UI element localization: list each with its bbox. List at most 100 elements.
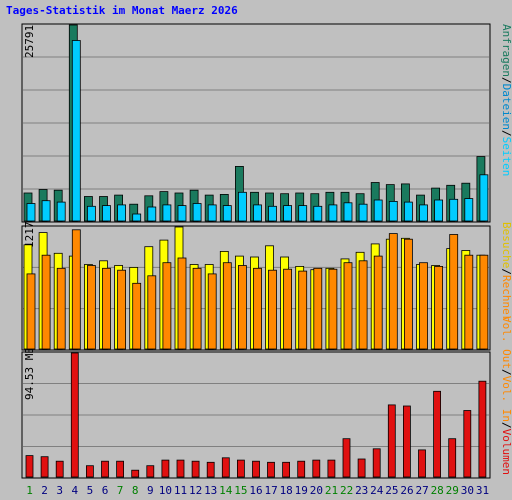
bar-dateien-day-21 — [328, 204, 338, 222]
panel1-series-legend: Anfragen/Dateien/Seiten — [500, 24, 512, 176]
day-label-15: 15 — [234, 484, 247, 497]
bar-dateien-day-6 — [102, 205, 111, 222]
bar-volumen-day-5 — [86, 465, 94, 478]
bar-dateien-day-24 — [373, 199, 383, 222]
bar-rechner-day-28 — [434, 265, 444, 350]
panel-requests-files-pages — [21, 23, 491, 223]
bar-volumen-day-30 — [463, 410, 472, 478]
day-label-14: 14 — [219, 484, 233, 497]
day-label-31: 31 — [476, 484, 489, 497]
bar-volumen-day-28 — [433, 390, 442, 478]
day-label-27: 27 — [415, 484, 428, 497]
bar-volumen-day-21 — [327, 459, 336, 478]
bar-rechner-day-2 — [41, 254, 51, 350]
bar-volumen-day-6 — [101, 460, 109, 478]
bar-volumen-day-1 — [25, 455, 34, 478]
bar-rechner-day-31 — [479, 254, 489, 350]
day-label-10: 10 — [159, 484, 172, 497]
day-label-29: 29 — [446, 484, 459, 497]
bar-volumen-day-19 — [297, 460, 306, 478]
bar-volumen-day-12 — [191, 460, 200, 478]
bar-volumen-day-9 — [146, 465, 155, 478]
x-axis-day-labels: 1 2 3 4 5 6 7 8 9 10 11 12 13 14 15 16 17 18 19 20 21 22 23 24 2… — [26, 484, 489, 497]
bar-rechner-day-25 — [388, 233, 398, 350]
bar-rechner-day-18 — [283, 268, 293, 350]
bar-volumen-day-18 — [282, 461, 291, 478]
bar-rechner-day-29 — [449, 234, 459, 350]
panel-volume — [21, 351, 491, 479]
bar-dateien-day-27 — [419, 204, 428, 222]
day-label-21: 21 — [325, 484, 338, 497]
bar-rechner-day-11 — [177, 257, 187, 350]
bar-volumen-day-22 — [342, 438, 351, 478]
bar-rechner-day-27 — [419, 262, 428, 350]
bar-rechner-day-10 — [162, 262, 172, 350]
day-label-13: 13 — [204, 484, 217, 497]
bar-dateien-day-20 — [313, 205, 323, 222]
day-label-16: 16 — [249, 484, 262, 497]
bar-volumen-day-15 — [236, 459, 245, 478]
chart-title: Tages-Statistik im Monat Maerz 2026 — [6, 4, 238, 17]
bar-rechner-day-6 — [102, 267, 111, 350]
bar-rechner-day-12 — [192, 267, 202, 350]
day-label-9: 9 — [147, 484, 154, 497]
bar-rechner-day-26 — [403, 238, 413, 350]
panel1-max-label: 25791 — [23, 25, 36, 58]
bar-dateien-day-3 — [56, 201, 66, 222]
bar-volumen-day-16 — [252, 460, 260, 478]
bar-volumen-day-26 — [402, 405, 411, 478]
legend-part: Volumen — [500, 429, 512, 475]
bar-dateien-day-12 — [192, 203, 202, 222]
bar-volumen-day-13 — [206, 461, 215, 478]
bar-rechner-day-1 — [26, 273, 36, 350]
panel2-max-label: 1217 — [23, 222, 36, 249]
legend-part: / — [500, 77, 512, 84]
day-label-4: 4 — [71, 484, 78, 497]
bar-volumen-day-29 — [448, 438, 457, 478]
legend-part: Vol. Out — [500, 316, 512, 369]
bar-volumen-day-2 — [40, 456, 49, 478]
bar-volumen-day-7 — [116, 460, 124, 478]
bar-dateien-day-8 — [132, 213, 142, 222]
bar-rechner-day-21 — [328, 268, 338, 350]
bar-rechner-day-20 — [313, 267, 323, 350]
bar-volumen-day-14 — [221, 457, 230, 478]
day-label-24: 24 — [370, 484, 384, 497]
day-label-25: 25 — [385, 484, 398, 497]
legend-part: Seiten — [500, 137, 512, 177]
bar-volumen-day-20 — [312, 459, 321, 478]
bar-rechner-day-19 — [298, 270, 308, 350]
bar-rechner-day-13 — [207, 273, 217, 350]
panel3-series-legend: Vol. Out/Vol. In/Volumen — [500, 316, 512, 475]
day-label-30: 30 — [461, 484, 474, 497]
day-label-12: 12 — [189, 484, 202, 497]
bar-dateien-day-30 — [464, 198, 474, 222]
bar-rechner-day-8 — [132, 282, 142, 350]
bar-dateien-day-13 — [207, 204, 217, 222]
bar-dateien-day-5 — [87, 205, 96, 222]
bar-rechner-day-17 — [268, 269, 277, 350]
bars-group — [23, 24, 489, 478]
day-label-17: 17 — [264, 484, 277, 497]
legend-part: / — [500, 268, 512, 275]
bar-rechner-day-3 — [56, 267, 66, 350]
bar-dateien-day-22 — [343, 202, 353, 222]
bar-rechner-day-9 — [147, 275, 157, 350]
bar-dateien-day-1 — [26, 203, 36, 222]
day-label-22: 22 — [340, 484, 353, 497]
day-label-2: 2 — [41, 484, 48, 497]
bar-volumen-day-23 — [357, 458, 366, 478]
bar-dateien-day-9 — [147, 206, 157, 222]
bar-dateien-day-26 — [403, 201, 413, 222]
bar-dateien-day-10 — [162, 204, 172, 222]
bar-volumen-day-24 — [372, 448, 381, 478]
bar-rechner-day-4 — [71, 229, 81, 350]
day-label-6: 6 — [102, 484, 109, 497]
legend-part: Rechner — [500, 275, 512, 322]
bar-rechner-day-15 — [237, 265, 247, 350]
bar-dateien-day-17 — [268, 205, 277, 222]
day-label-1: 1 — [26, 484, 33, 497]
bar-rechner-day-30 — [464, 254, 474, 350]
